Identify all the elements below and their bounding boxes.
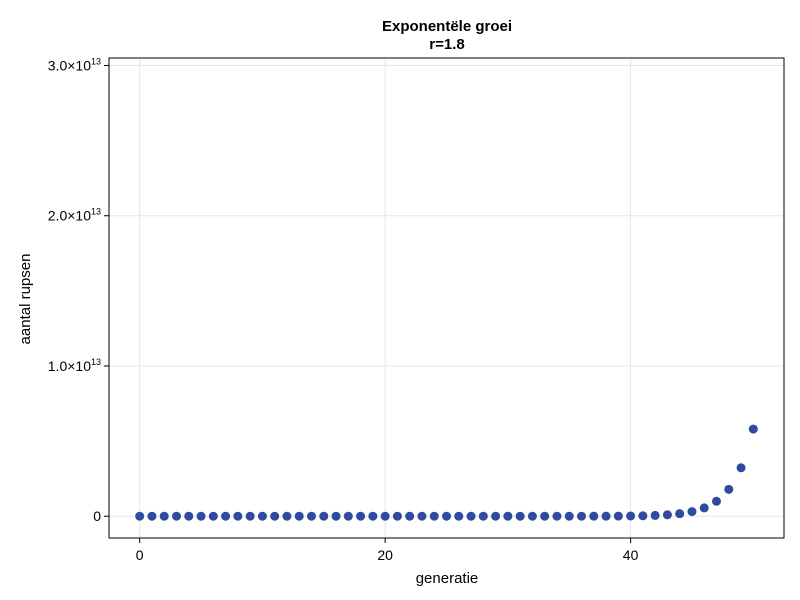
scatter-point: [233, 511, 243, 521]
scatter-point: [245, 511, 255, 521]
y-axis-label: aantal rupsen: [17, 254, 34, 345]
scatter-point: [294, 511, 304, 521]
scatter-point: [356, 511, 366, 521]
scatter-point: [172, 511, 181, 521]
scatter-point: [184, 511, 194, 521]
scatter-point: [687, 507, 697, 517]
scatter-point: [564, 511, 574, 521]
scatter-point: [196, 511, 206, 521]
scatter-point: [454, 511, 464, 521]
scatter-point: [577, 511, 586, 521]
scatter-point: [135, 511, 145, 521]
scatter-point: [368, 511, 378, 521]
scatter-point: [589, 511, 599, 521]
scatter-point: [626, 511, 636, 521]
scatter-point: [650, 510, 660, 520]
y-tick-label: 3.0×1013: [48, 57, 101, 74]
scatter-point: [405, 511, 415, 521]
scatter-point: [662, 510, 672, 520]
scatter-point: [392, 511, 402, 521]
scatter-point: [380, 511, 390, 521]
scatter-point: [601, 511, 611, 521]
y-tick-label-base: 3.0×10: [48, 58, 91, 74]
scatter-point: [736, 463, 746, 473]
scatter-point: [221, 511, 231, 521]
scatter-point: [503, 511, 513, 521]
scatter-point: [712, 496, 721, 506]
scatter-point: [319, 511, 329, 521]
scatter-point: [257, 511, 267, 521]
scatter-point: [159, 511, 169, 521]
plot-frame: [108, 57, 785, 539]
scatter-point: [675, 509, 685, 519]
y-tick-label-exponent: 13: [91, 207, 101, 217]
scatter-point: [724, 484, 734, 494]
y-tick-label-exponent: 13: [91, 57, 101, 67]
y-tick-label: 0: [93, 508, 101, 524]
scatter-point: [540, 511, 550, 521]
y-tick-label: 2.0×1013: [48, 207, 101, 224]
scatter-point: [638, 511, 648, 521]
x-tick-label: 20: [377, 547, 393, 563]
y-tick-label-exponent: 13: [91, 357, 101, 367]
scatter-point: [699, 503, 709, 513]
x-tick-label: 0: [136, 547, 144, 563]
scatter-point: [147, 511, 157, 521]
x-tick-label: 40: [623, 547, 639, 563]
x-axis-label: generatie: [416, 570, 479, 587]
scatter-point: [466, 511, 476, 521]
scatter-point: [515, 511, 525, 521]
scatter-point: [442, 511, 451, 521]
y-tick-label: 1.0×1013: [48, 357, 101, 374]
scatter-point: [331, 511, 341, 521]
scatter-point: [270, 511, 280, 521]
scatter-point: [491, 511, 501, 521]
scatter-point: [527, 511, 537, 521]
x-axis-ticks: 0 20 40: [136, 538, 639, 563]
scatter-point: [429, 511, 439, 521]
scatter-point: [417, 511, 427, 521]
scatter-point: [613, 511, 623, 521]
scatter-point: [748, 424, 758, 434]
scatter-point: [478, 511, 488, 521]
chart-title: Exponentële groei: [382, 18, 512, 35]
y-tick-label-base: 1.0×10: [48, 358, 91, 374]
scatter-points: [135, 424, 758, 521]
scatter-point: [343, 511, 353, 521]
y-tick-label-base: 0: [93, 508, 101, 524]
scatter-point: [282, 511, 292, 521]
y-tick-label-base: 2.0×10: [48, 208, 91, 224]
scatter-point: [208, 511, 218, 521]
scatter-point: [552, 511, 562, 521]
chart-subtitle: r=1.8: [429, 36, 464, 53]
scatter-point: [307, 511, 316, 521]
